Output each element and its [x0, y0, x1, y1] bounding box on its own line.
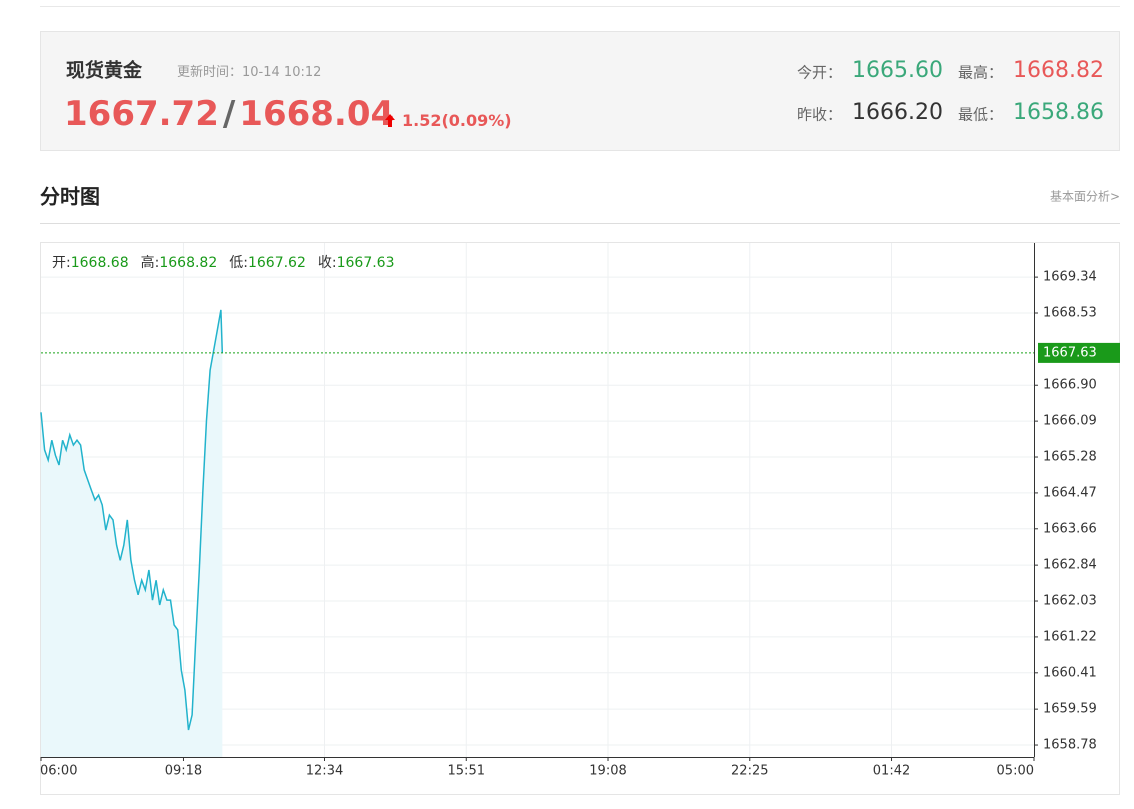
y-tick-label: 1663.66: [1043, 521, 1097, 536]
quote-panel: [40, 31, 1120, 151]
stat-label: 今开：: [797, 64, 842, 82]
y-tick-label: 1666.90: [1043, 378, 1097, 393]
update-label: 更新时间：10-14 10:12: [177, 64, 321, 80]
separator: /: [223, 94, 236, 134]
up-arrow: [385, 114, 395, 127]
x-tick-label: 06:00: [40, 764, 77, 779]
price-line: [40, 309, 224, 731]
price-line: 1667.72/1668.04: [64, 94, 394, 134]
stat-label: 最低：: [958, 106, 1003, 124]
stat-value: 1668.82: [1013, 58, 1104, 83]
x-tick-label: 12:34: [306, 764, 343, 779]
stat-label: 昨收：: [797, 106, 842, 124]
ohlc-label: 收:: [318, 255, 337, 271]
ohlc-label: 低:: [229, 255, 248, 271]
x-tick-label: 01:42: [873, 764, 910, 779]
stat-value: 1666.20: [852, 100, 943, 125]
y-tick-label: 1662.03: [1043, 594, 1097, 609]
area: [41, 309, 223, 757]
quote-title: 现货黄金: [66, 59, 143, 82]
update-time: 10-14 10:12: [242, 65, 321, 80]
ohlc-label: 高:: [141, 254, 160, 271]
ask: 1668.04: [239, 94, 394, 134]
stat-value: 1665.60: [852, 58, 943, 83]
plot: 1669.34 1668.53 1666.90 1666.09 1665.28 1664.…: [40, 243, 1120, 779]
y-tick-label: 1659.59: [1043, 702, 1097, 717]
change-value: 1.52: [402, 111, 441, 130]
stat-value: 1658.86: [1013, 100, 1104, 125]
y-tick-label: 1661.22: [1043, 629, 1097, 644]
ohlc-value: 1667.62: [248, 255, 306, 271]
y-tick-label: 1664.47: [1043, 485, 1097, 500]
x-tick-label: 22:25: [731, 764, 768, 779]
last-price-label: 1667.63: [1043, 345, 1097, 360]
y-tick-label: 1660.41: [1043, 665, 1097, 680]
ohlc-legend: 开:1668.68 高:1668.82 低:1667.62 收:1667.63: [52, 254, 395, 271]
change-pct: (0.09%): [441, 111, 511, 130]
x-tick-label: 09:18: [165, 764, 202, 779]
section-link[interactable]: 基本面分析>: [1050, 190, 1120, 204]
update-label-text: 更新时间：: [177, 64, 242, 80]
y-tick-label: 1658.78: [1043, 738, 1097, 753]
bid: 1667.72: [64, 94, 219, 134]
last-price-box: [1038, 342, 1120, 363]
stat-label: 最高：: [958, 64, 1003, 82]
y-tick-label: 1666.09: [1043, 414, 1097, 429]
ohlc-value: 1668.82: [159, 255, 217, 271]
y-tick-label: 1665.28: [1043, 450, 1097, 465]
y-tick-label: 1669.34: [1043, 270, 1097, 285]
section-title: 分时图: [40, 185, 100, 209]
y-tick-label: 1662.84: [1043, 558, 1097, 573]
ohlc-value: 1668.68: [71, 255, 129, 271]
ohlc-label: 开:: [52, 255, 71, 271]
x-tick-label: 19:08: [589, 764, 626, 779]
change: 1.52(0.09%): [402, 111, 512, 130]
y-tick-label: 1668.53: [1043, 306, 1097, 321]
ohlc-value: 1667.63: [337, 255, 395, 271]
x-tick-label: 15:51: [448, 764, 485, 779]
x-tick-label: 05:00: [997, 764, 1034, 779]
